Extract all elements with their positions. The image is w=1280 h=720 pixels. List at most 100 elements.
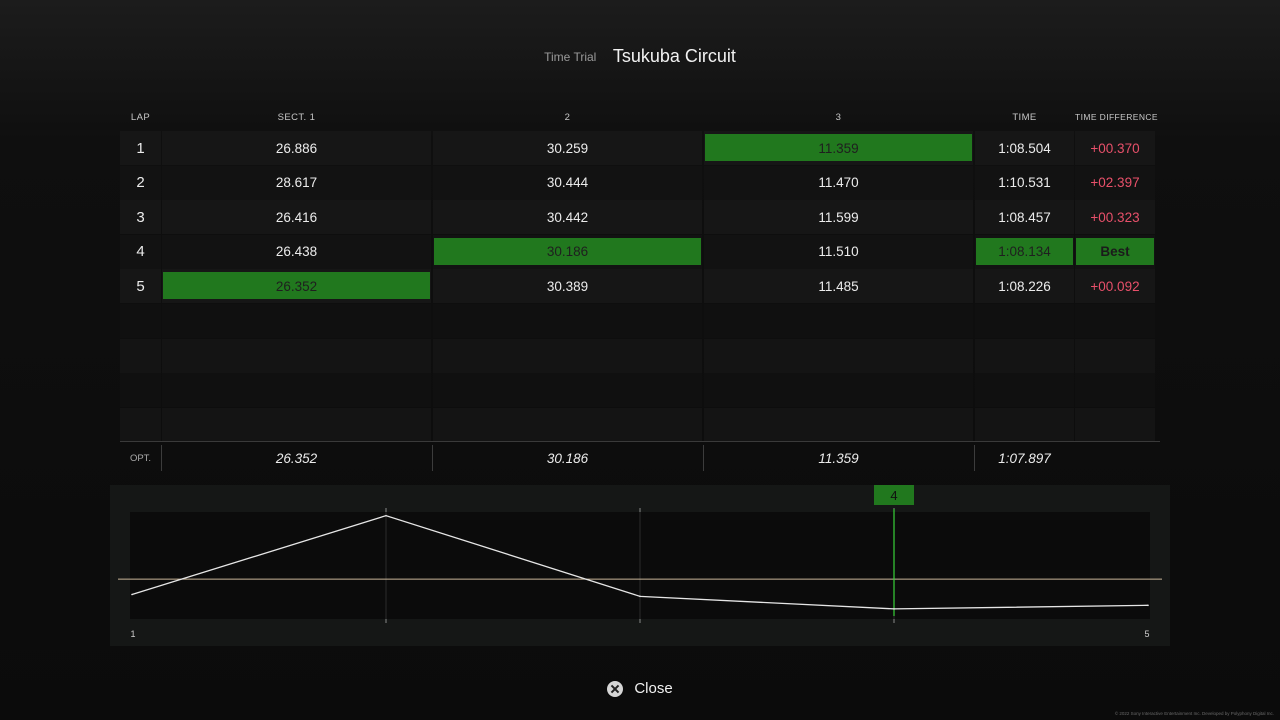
empty-row [120,304,1155,338]
sector3-time-cell: 11.510 [704,234,973,269]
lap-row: 2 28.617 30.444 11.470 1:10.531 +02.397 [120,165,1155,200]
sector1-time-cell: 26.352 [162,269,431,304]
best-highlight [976,237,1073,265]
sector3-time: 11.470 [818,175,859,191]
lap-number: 2 [136,174,145,192]
header-sect1: SECT. 1 [277,112,316,123]
close-button[interactable]: Close [607,680,673,697]
table-divider [120,441,1160,442]
lap-row: 4 26.438 30.186 11.510 1:08.134 Best [120,234,1155,269]
time-difference-cell: +02.397 [1075,165,1155,200]
time-difference: Best [1100,244,1130,260]
sector2-time-cell: 30.259 [433,131,702,165]
lap-row: 5 26.352 30.389 11.485 1:08.226 +00.092 [120,269,1155,304]
lap-number-cell: 4 [120,234,161,269]
lap-time-point [131,593,133,596]
lap-time: 1:08.504 [998,140,1051,156]
optimal-separator [703,445,704,471]
empty-cell [433,338,702,373]
sector3-time-cell: 11.359 [704,131,973,165]
sector1-time-cell: 26.438 [162,234,431,269]
empty-cell [120,407,161,442]
sector2-time: 30.259 [546,140,589,156]
header-time: TIME [1012,112,1037,123]
empty-cell [162,373,431,408]
empty-cell [162,338,431,373]
best-highlight [434,237,701,265]
optimal-time: 1:07.897 [998,450,1051,466]
empty-cell [1075,407,1155,442]
time-difference: +02.397 [1090,175,1140,191]
optimal-sect3: 11.359 [818,450,859,466]
lap-number-cell: 1 [120,131,161,165]
lap-time-point [1147,604,1149,607]
sector3-time: 11.599 [818,209,859,225]
time-difference: +00.323 [1090,209,1140,225]
sector3-time: 11.485 [818,278,859,294]
empty-cell [704,304,973,338]
sector1-time: 26.352 [275,278,318,294]
sector3-time-cell: 11.599 [704,200,973,235]
lap-time-cell: 1:08.134 [975,234,1074,269]
mode-label: Time Trial [544,49,597,64]
lap-time-graph: 4 1 5 [110,485,1170,646]
empty-cell [1075,304,1155,338]
empty-cell [975,304,1074,338]
close-label: Close [634,680,673,697]
sector1-time: 26.416 [275,209,318,225]
optimal-sect2: 30.186 [546,450,589,466]
header-lap: LAP [130,112,151,123]
lap-number: 3 [136,208,145,226]
title-bar: Time Trial Tsukuba Circuit [0,46,1280,67]
empty-cell [120,373,161,408]
lap-number-cell: 3 [120,200,161,235]
sector2-time-cell: 30.442 [433,200,702,235]
header-sect3: 3 [835,112,842,123]
empty-cell [120,338,161,373]
sector2-time: 30.389 [546,278,589,294]
lap-time-graph-canvas: 4 1 5 [118,485,1162,639]
empty-cell [1075,338,1155,373]
empty-cell [975,338,1074,373]
lap-time-point [385,514,387,517]
lap-time-cell: 1:08.504 [975,131,1074,165]
lap-time-cell: 1:10.531 [975,165,1074,200]
empty-cell [704,373,973,408]
lap-time-cell: 1:08.226 [975,269,1074,304]
optimal-separator [974,445,975,471]
best-highlight [705,134,972,161]
lap-number: 5 [136,277,145,295]
lap-time-point [893,608,895,610]
lap-time: 1:08.134 [998,244,1051,260]
lap-row: 1 26.886 30.259 11.359 1:08.504 +00.370 [120,131,1155,165]
time-difference-cell: Best [1075,234,1155,269]
cross-button-icon [607,680,624,697]
sector1-time-cell: 26.416 [162,200,431,235]
copyright-notice: © 2022 Sony Interactive Entertainment In… [1114,711,1274,716]
sector2-time: 30.186 [546,244,589,260]
sector1-time: 28.617 [275,175,318,191]
sector2-time-cell: 30.389 [433,269,702,304]
empty-row [120,373,1155,408]
sector3-time-cell: 11.485 [704,269,973,304]
time-difference-cell: +00.323 [1075,200,1155,235]
sector2-time-cell: 30.444 [433,165,702,200]
empty-cell [975,407,1074,442]
sector1-time-cell: 26.886 [162,131,431,165]
empty-row [120,407,1155,442]
footer: Close [0,680,1280,697]
optimal-separator [161,445,162,471]
lap-time-point [639,595,641,598]
sector3-time-cell: 11.470 [704,165,973,200]
empty-cell [704,338,973,373]
empty-cell [120,304,161,338]
sector3-time: 11.359 [818,140,859,156]
lap-number: 4 [136,243,145,261]
empty-cell [975,373,1074,408]
sector2-time: 30.442 [546,209,589,225]
lap-row: 3 26.416 30.442 11.599 1:08.457 +00.323 [120,200,1155,235]
time-difference-cell: +00.092 [1075,269,1155,304]
x-axis-start-label: 1 [130,629,135,639]
optimal-row: OPT. 26.352 30.186 11.359 1:07.897 [120,443,1160,473]
